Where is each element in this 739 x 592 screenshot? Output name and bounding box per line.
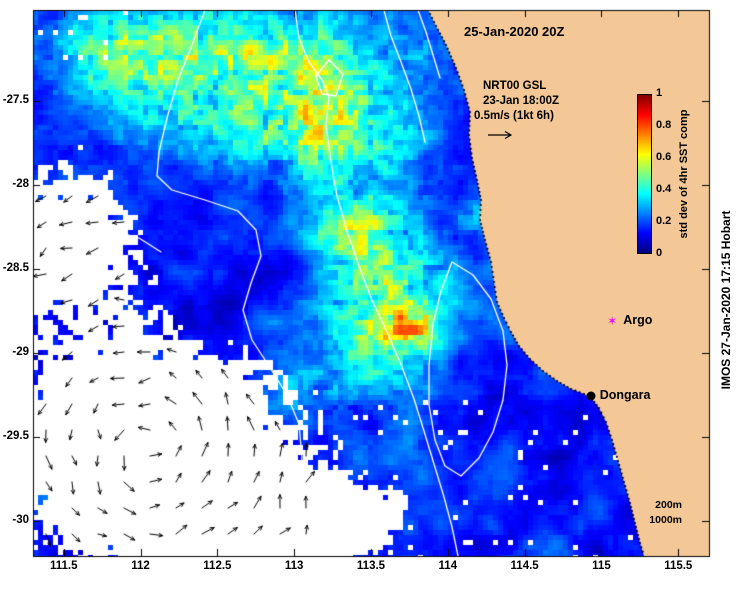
x-tick-label: 114 — [438, 560, 458, 572]
model-datetime-label: 23-Jan 18:00Z — [483, 95, 560, 107]
y-tick-label: -27.5 — [2, 93, 29, 106]
x-tick-label: 115.5 — [664, 560, 693, 572]
y-tick-label: -30 — [12, 513, 29, 526]
colorbar-tick-label: 0.8 — [656, 119, 672, 131]
x-tick-label: 112.5 — [203, 560, 232, 572]
y-tick-label: -28 — [12, 177, 29, 190]
scale-arrow-icon — [488, 130, 513, 140]
x-tick-label: 112 — [131, 560, 150, 572]
dongara-marker-icon — [586, 391, 596, 401]
colorbar-tick-label: 1 — [656, 87, 663, 99]
x-tick-label: 111.5 — [49, 560, 78, 572]
colorbar-tick-label: 0.6 — [656, 151, 672, 163]
colorbar-tick-label: 0 — [656, 247, 663, 259]
colorbar-title: std dev of 4hr SST comp — [678, 109, 690, 239]
x-tick-label: 114.5 — [510, 560, 539, 572]
argo-label: Argo — [623, 312, 653, 327]
x-tick-label: 113 — [284, 560, 304, 572]
y-tick-label: -28.5 — [2, 261, 29, 274]
model-name-label: NRT00 GSL — [483, 80, 547, 92]
date-label: 25-Jan-2020 20Z — [464, 24, 565, 39]
contour-label-1000m: 1000m — [649, 514, 682, 526]
colorbar-tick-label: 0.4 — [656, 183, 672, 195]
credit-label: IMOS 27-Jan-2020 17:15 Hobart — [719, 210, 733, 390]
y-tick-label: -29 — [12, 345, 29, 358]
argo-marker-icon: ✶ — [607, 313, 618, 328]
dongara-label: Dongara — [599, 388, 651, 403]
x-tick-label: 115 — [592, 560, 611, 572]
contour-label-200m: 200m — [655, 499, 682, 511]
x-tick-label: 113.5 — [356, 560, 386, 572]
y-tick-label: -29.5 — [2, 429, 29, 442]
colorbar — [637, 94, 652, 254]
colorbar-tick-label: 0.2 — [656, 215, 672, 227]
vector-scale-label: 0.5m/s (1kt 6h) — [474, 110, 554, 122]
